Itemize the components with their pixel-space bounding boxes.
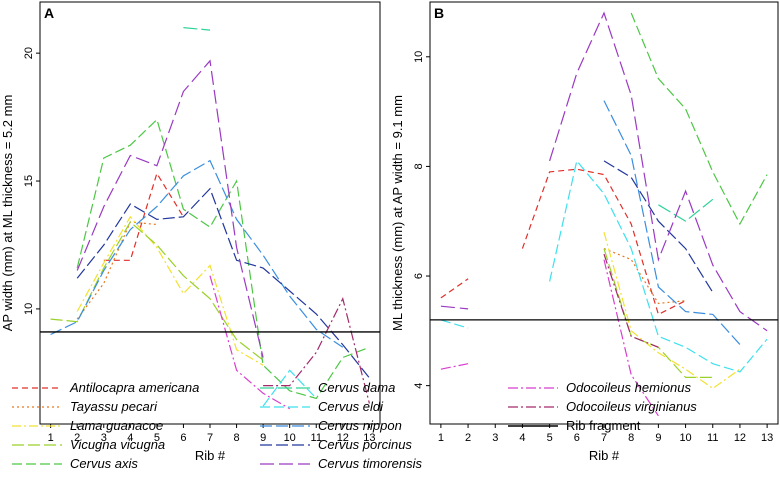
series-line-cervus-axis xyxy=(630,12,768,226)
series-line-odocoileus-virginianus xyxy=(603,253,659,348)
legend-label: Cervus axis xyxy=(70,456,138,471)
y-tick-label: 4 xyxy=(413,383,425,389)
legend-label: Antilocapra americana xyxy=(69,380,199,395)
series-line-tayassu-pecari xyxy=(76,221,157,320)
x-tick-label: 9 xyxy=(655,432,661,444)
series-line-antilocapra-americana xyxy=(103,171,184,261)
series-line-cervus-timorensis xyxy=(76,59,264,358)
x-axis-label: Rib # xyxy=(589,448,620,463)
legend-label: Odocoileus virginianus xyxy=(566,399,697,414)
legend-label: Cervus dama xyxy=(318,380,395,395)
series-line-cervus-porcinus xyxy=(76,187,370,379)
x-tick-label: 9 xyxy=(260,432,266,444)
series-line-cervus-eldi xyxy=(549,159,768,373)
legend-label: Rib fragment xyxy=(566,418,641,433)
series-line-odocoileus-hemionus xyxy=(603,259,659,417)
series-line-cervus-eldi xyxy=(262,369,317,407)
x-tick-label: 5 xyxy=(547,432,553,444)
series-line-odocoileus-hemionus xyxy=(440,363,469,370)
x-tick-label: 5 xyxy=(154,432,160,444)
legend-label: Tayassu pecari xyxy=(70,399,158,414)
x-tick-label: 3 xyxy=(101,432,107,444)
series-line-antilocapra-americana xyxy=(440,278,469,299)
y-tick-label: 15 xyxy=(23,175,35,187)
legend-label: Cervus porcinus xyxy=(318,437,412,452)
series-line-cervus-timorensis xyxy=(440,305,469,310)
series-line-cervus-timorensis xyxy=(549,11,768,332)
x-tick-label: 13 xyxy=(363,432,375,444)
legend-label: Cervus eldi xyxy=(318,399,384,414)
series-line-cervus-dama xyxy=(658,198,714,222)
series-line-odocoileus-virginianus xyxy=(263,296,370,404)
legend-label: Cervus nippon xyxy=(318,418,402,433)
x-axis-label: Rib # xyxy=(195,448,226,463)
series-line-tayassu-pecari xyxy=(603,248,686,305)
y-tick-label: 8 xyxy=(413,163,425,169)
x-tick-label: 7 xyxy=(207,432,213,444)
x-tick-label: 12 xyxy=(337,432,349,444)
series-line-lama-guanacoe xyxy=(76,215,264,366)
x-tick-label: 2 xyxy=(74,432,80,444)
legend-label: Lama guanacoe xyxy=(70,418,163,433)
x-tick-label: 2 xyxy=(465,432,471,444)
legend: Antilocapra americana Tayassu pecari Lama … xyxy=(12,380,697,471)
y-axis-label: ML thickness (mm) at AP width = 9.1 mm xyxy=(390,95,405,331)
x-tick-label: 8 xyxy=(234,432,240,444)
x-tick-label: 1 xyxy=(438,432,444,444)
legend-label: Odocoileus hemionus xyxy=(566,380,692,395)
series-line-odocoileus-hemionus xyxy=(209,275,291,410)
x-tick-label: 13 xyxy=(761,432,773,444)
y-axis-label: AP width (mm) at ML thickness = 5.2 mm xyxy=(0,95,15,332)
x-tick-label: 7 xyxy=(601,432,607,444)
series-line-cervus-axis xyxy=(76,118,370,400)
x-tick-label: 8 xyxy=(628,432,634,444)
x-tick-label: 6 xyxy=(574,432,580,444)
series-line-cervus-nippon xyxy=(50,159,344,348)
series-line-cervus-porcinus xyxy=(603,160,714,293)
y-tick-label: 10 xyxy=(23,303,35,315)
x-tick-label: 12 xyxy=(734,432,746,444)
x-tick-label: 10 xyxy=(284,432,296,444)
y-tick-label: 20 xyxy=(23,47,35,59)
y-tick-label: 10 xyxy=(413,51,425,63)
series-line-cervus-eldi xyxy=(440,319,469,329)
series-line-antilocapra-americana xyxy=(521,168,686,316)
x-tick-label: 1 xyxy=(48,432,54,444)
x-tick-label: 11 xyxy=(311,432,322,444)
y-tick-label: 6 xyxy=(413,273,425,279)
x-tick-label: 3 xyxy=(492,432,498,444)
x-tick-label: 11 xyxy=(707,432,718,444)
x-tick-label: 4 xyxy=(127,432,133,444)
series-line-vicugna-vicugna xyxy=(50,221,264,361)
series-line-lama-guanacoe xyxy=(603,232,741,390)
x-tick-label: 10 xyxy=(679,432,691,444)
legend-label: Cervus timorensis xyxy=(318,456,423,471)
x-tick-label: 6 xyxy=(180,432,186,444)
legend-label: Vicugna vicugna xyxy=(70,437,165,452)
x-tick-label: 4 xyxy=(519,432,525,444)
panel-label: B xyxy=(434,5,444,21)
series-line-cervus-dama xyxy=(183,27,211,31)
panel-label: A xyxy=(44,5,54,21)
plot-frame xyxy=(429,1,779,425)
